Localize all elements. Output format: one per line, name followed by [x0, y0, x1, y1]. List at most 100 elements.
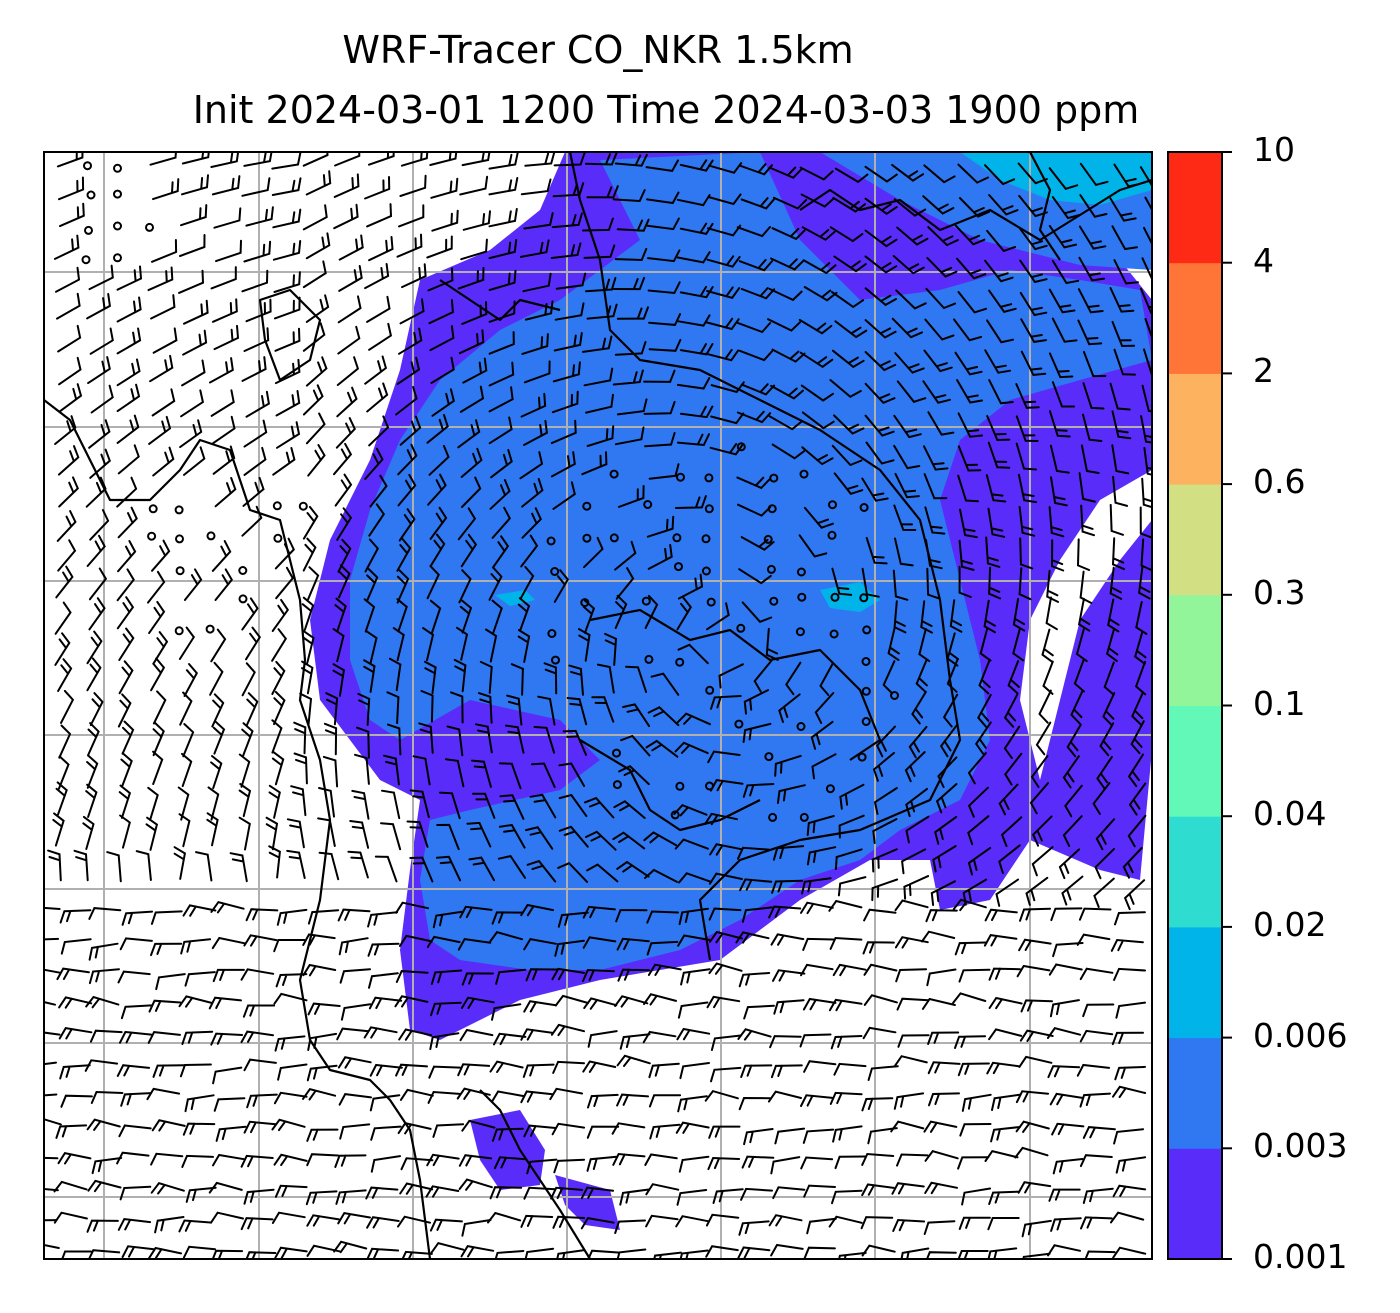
- wind-barb: [150, 910, 183, 925]
- wind-barb: [89, 509, 110, 541]
- wind-barb: [905, 787, 928, 818]
- wind-barb: [1079, 570, 1093, 604]
- wind-barb: [1051, 381, 1075, 408]
- wind-barb: [519, 565, 535, 600]
- calm-wind-circle: [890, 691, 899, 700]
- wind-barb: [1018, 227, 1048, 251]
- wind-barb: [214, 568, 234, 601]
- wind-barb: [152, 721, 165, 757]
- wind-barb: [301, 596, 315, 631]
- wind-barb: [1078, 472, 1096, 503]
- wind-barb: [88, 968, 120, 985]
- wind-barb: [243, 327, 270, 352]
- wind-barb: [1112, 1184, 1147, 1198]
- wind-barb: [430, 356, 455, 384]
- wind-barb: [988, 1190, 1021, 1205]
- wind-barb: [1134, 660, 1147, 696]
- wind-barb: [1045, 596, 1058, 631]
- wind-barb: [861, 1152, 895, 1166]
- wind-barb: [241, 662, 256, 697]
- calm-wind-circle: [174, 626, 184, 636]
- wind-barb: [57, 324, 82, 353]
- wind-barb: [209, 357, 234, 384]
- wind-barb: [1015, 1120, 1050, 1133]
- wind-barb: [1000, 816, 1023, 847]
- wind-barb: [643, 401, 676, 415]
- wind-barb: [930, 880, 956, 906]
- wind-barb: [145, 816, 159, 851]
- wind-barb: [302, 152, 329, 167]
- wind-barb: [57, 658, 73, 692]
- wind-barb: [87, 722, 100, 757]
- wind-barb: [426, 565, 440, 600]
- wind-barb: [58, 1027, 93, 1040]
- calm-wind-circle: [175, 566, 185, 576]
- wind-barb: [306, 1214, 340, 1227]
- wind-barb: [1049, 444, 1070, 474]
- calm-wind-circle: [238, 594, 248, 604]
- wind-barb: [322, 755, 339, 788]
- calm-wind-circle: [861, 657, 871, 666]
- wind-barb: [707, 750, 741, 764]
- wind-barb: [305, 412, 326, 445]
- wind-barb: [925, 287, 957, 310]
- wind-barb: [363, 598, 376, 633]
- wind-barb: [979, 627, 992, 662]
- wind-barb: [429, 1218, 463, 1232]
- calm-wind-circle: [174, 505, 184, 515]
- wind-barb: [271, 751, 285, 786]
- wind-barb: [523, 419, 548, 446]
- wind-barb: [802, 997, 837, 1011]
- calm-wind-circle: [799, 812, 809, 822]
- wind-barb: [1078, 256, 1106, 282]
- wind-barb: [1047, 1065, 1081, 1079]
- wind-barb: [710, 381, 745, 394]
- wind-barb: [185, 1186, 217, 1203]
- wind-barb: [550, 1023, 585, 1037]
- wind-barb: [985, 474, 1007, 503]
- wind-barb: [712, 1188, 744, 1204]
- wind-barb: [957, 474, 979, 503]
- wind-barb: [645, 1183, 680, 1196]
- wind-barb: [273, 690, 286, 726]
- wind-barb: [215, 239, 242, 263]
- wind-barb: [770, 933, 805, 946]
- wind-barb: [272, 208, 302, 229]
- tracer-plume-low-south: [470, 1110, 545, 1190]
- wind-barb: [426, 1153, 460, 1167]
- wind-barb: [800, 901, 834, 915]
- wind-barb: [1143, 226, 1152, 246]
- wind-barb: [552, 1060, 585, 1074]
- wind-barb: [1112, 1085, 1147, 1099]
- wind-barb: [152, 178, 180, 201]
- wind-barb: [1131, 691, 1144, 726]
- wind-barb: [381, 789, 401, 820]
- wind-barb: [768, 166, 803, 179]
- wind-barb: [767, 1090, 802, 1103]
- wind-barb: [212, 968, 245, 983]
- calm-wind-circle: [828, 500, 837, 510]
- wind-barb: [648, 313, 682, 326]
- wind-barb: [1030, 755, 1049, 788]
- wind-barb: [549, 1087, 584, 1101]
- wind-barb: [147, 1031, 181, 1044]
- wind-barb: [44, 1118, 62, 1126]
- wind-barb: [183, 299, 209, 325]
- wind-barb: [457, 507, 477, 541]
- colorbar-tick-label: 2: [1253, 351, 1274, 391]
- calm-wind-circle: [113, 189, 122, 199]
- wind-barb: [302, 260, 327, 289]
- wind-barb: [380, 822, 402, 851]
- wind-barb: [952, 898, 987, 912]
- wind-barb: [523, 937, 557, 951]
- wind-barb: [151, 1119, 186, 1132]
- colorbar-segment: [1168, 816, 1222, 928]
- wind-barb: [1099, 722, 1115, 757]
- wind-barb: [54, 601, 72, 635]
- wind-barb: [241, 177, 271, 197]
- wind-barb: [241, 356, 267, 382]
- wind-barb: [302, 963, 337, 977]
- wind-barb: [583, 367, 614, 387]
- wind-barb: [988, 289, 1017, 313]
- wind-barb: [1020, 999, 1053, 1013]
